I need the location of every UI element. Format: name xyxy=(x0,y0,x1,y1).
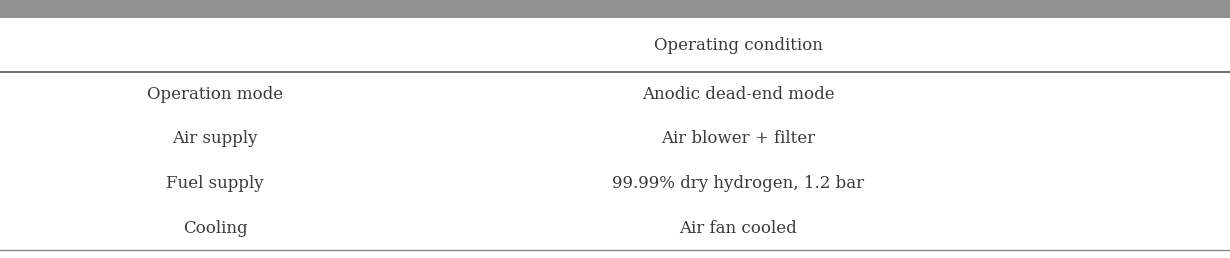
Bar xyxy=(0,0,1230,18)
Text: Operating condition: Operating condition xyxy=(653,37,823,54)
Text: Air supply: Air supply xyxy=(172,131,258,148)
Text: Anodic dead-end mode: Anodic dead-end mode xyxy=(642,86,834,103)
Text: Air blower + filter: Air blower + filter xyxy=(661,131,815,148)
Text: Air fan cooled: Air fan cooled xyxy=(679,220,797,237)
Text: Operation mode: Operation mode xyxy=(148,86,283,103)
Text: Cooling: Cooling xyxy=(183,220,247,237)
Text: Fuel supply: Fuel supply xyxy=(166,175,264,192)
Text: 99.99% dry hydrogen, 1.2 bar: 99.99% dry hydrogen, 1.2 bar xyxy=(613,175,863,192)
